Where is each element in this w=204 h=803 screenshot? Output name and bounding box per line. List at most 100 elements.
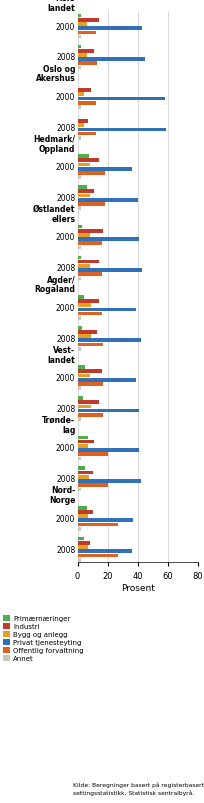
Text: Kilde: Beregninger basert på registerbasert syssel-
settingsstatistikk, Statisti: Kilde: Beregninger basert på registerbas… [73, 782, 204, 795]
Bar [78, 467, 85, 471]
Bar [78, 54, 87, 58]
Bar [78, 558, 81, 562]
Bar [78, 550, 132, 553]
Bar [78, 444, 88, 448]
Bar [78, 190, 94, 194]
Legend: Primærnæringer, Industri, Bygg og anlegg, Privat tjenesteyting, Offentlig forval: Primærnæringer, Industri, Bygg og anlegg… [3, 615, 84, 662]
Bar [78, 46, 81, 49]
Bar [78, 172, 105, 176]
Text: 2008: 2008 [56, 405, 75, 414]
Bar [78, 331, 97, 334]
Bar [78, 554, 118, 557]
Bar [78, 449, 139, 452]
Bar [78, 410, 139, 413]
Text: 2008: 2008 [56, 264, 75, 273]
Bar [78, 176, 81, 180]
Bar [78, 186, 86, 190]
Bar [78, 511, 93, 514]
Bar [78, 348, 81, 351]
Text: 2008: 2008 [56, 334, 75, 344]
Bar [78, 198, 138, 202]
Bar [78, 155, 89, 159]
Text: 2008: 2008 [56, 194, 75, 203]
Bar [78, 370, 102, 373]
Bar [78, 247, 81, 250]
Bar [78, 207, 81, 210]
Bar [78, 194, 90, 198]
Text: Vest-
landet: Vest- landet [48, 345, 75, 364]
Bar [78, 382, 103, 386]
Text: Hedmark/
Oppland: Hedmark/ Oppland [33, 135, 75, 153]
Bar [78, 397, 83, 401]
Bar [78, 365, 85, 369]
Bar [78, 414, 103, 418]
Bar [78, 243, 102, 246]
Bar [78, 14, 81, 18]
Bar [78, 339, 141, 343]
Bar [78, 436, 88, 440]
Bar [78, 226, 82, 229]
Bar [78, 528, 81, 531]
Text: 2008: 2008 [56, 545, 75, 554]
Text: Oslo og
Akershus: Oslo og Akershus [35, 64, 75, 84]
Bar [78, 418, 81, 422]
Bar [78, 335, 91, 339]
Text: 2000: 2000 [56, 514, 75, 523]
Bar [78, 515, 88, 518]
Bar [78, 326, 82, 330]
Bar [78, 132, 96, 137]
Text: Trønde-
lag: Trønde- lag [42, 416, 75, 434]
Bar [78, 457, 81, 461]
X-axis label: Prosent: Prosent [121, 583, 155, 592]
Bar [78, 378, 136, 382]
Bar [78, 506, 86, 510]
Bar [78, 18, 99, 22]
Bar [78, 58, 145, 62]
Text: 2000: 2000 [56, 93, 75, 102]
Text: 2000: 2000 [56, 22, 75, 31]
Bar [78, 387, 81, 390]
Bar [78, 453, 108, 457]
Bar [78, 260, 99, 264]
Text: 2000: 2000 [56, 163, 75, 172]
Bar [78, 308, 136, 312]
Text: Nord-
Norge: Nord- Norge [49, 486, 75, 504]
Text: 2008: 2008 [56, 124, 75, 132]
Bar [78, 89, 91, 93]
Bar [78, 401, 99, 405]
Text: 2000: 2000 [56, 304, 75, 312]
Bar [78, 296, 84, 300]
Bar [78, 265, 90, 268]
Bar [78, 106, 81, 110]
Bar [78, 312, 102, 316]
Bar [78, 102, 95, 105]
Bar [78, 168, 132, 171]
Text: 2000: 2000 [56, 233, 75, 243]
Bar [78, 35, 81, 39]
Text: Hele
landet: Hele landet [48, 0, 75, 13]
Text: Agder/
Rogaland: Agder/ Rogaland [34, 275, 75, 294]
Bar [78, 97, 165, 101]
Bar [78, 374, 90, 378]
Text: 2000: 2000 [56, 444, 75, 453]
Bar [78, 475, 89, 479]
Bar [78, 27, 142, 31]
Bar [78, 519, 133, 523]
Bar [78, 488, 81, 491]
Bar [78, 137, 81, 141]
Bar [78, 23, 87, 26]
Text: Østlandet
ellers: Østlandet ellers [33, 205, 75, 224]
Bar [78, 483, 108, 487]
Bar [78, 234, 90, 238]
Bar [78, 128, 166, 132]
Bar [78, 120, 88, 124]
Bar [78, 63, 97, 66]
Text: 2008: 2008 [56, 475, 75, 483]
Bar [78, 67, 81, 71]
Bar [78, 300, 99, 304]
Bar [78, 230, 103, 233]
Bar [78, 164, 90, 167]
Bar [78, 440, 94, 444]
Bar [78, 545, 88, 549]
Bar [78, 31, 95, 35]
